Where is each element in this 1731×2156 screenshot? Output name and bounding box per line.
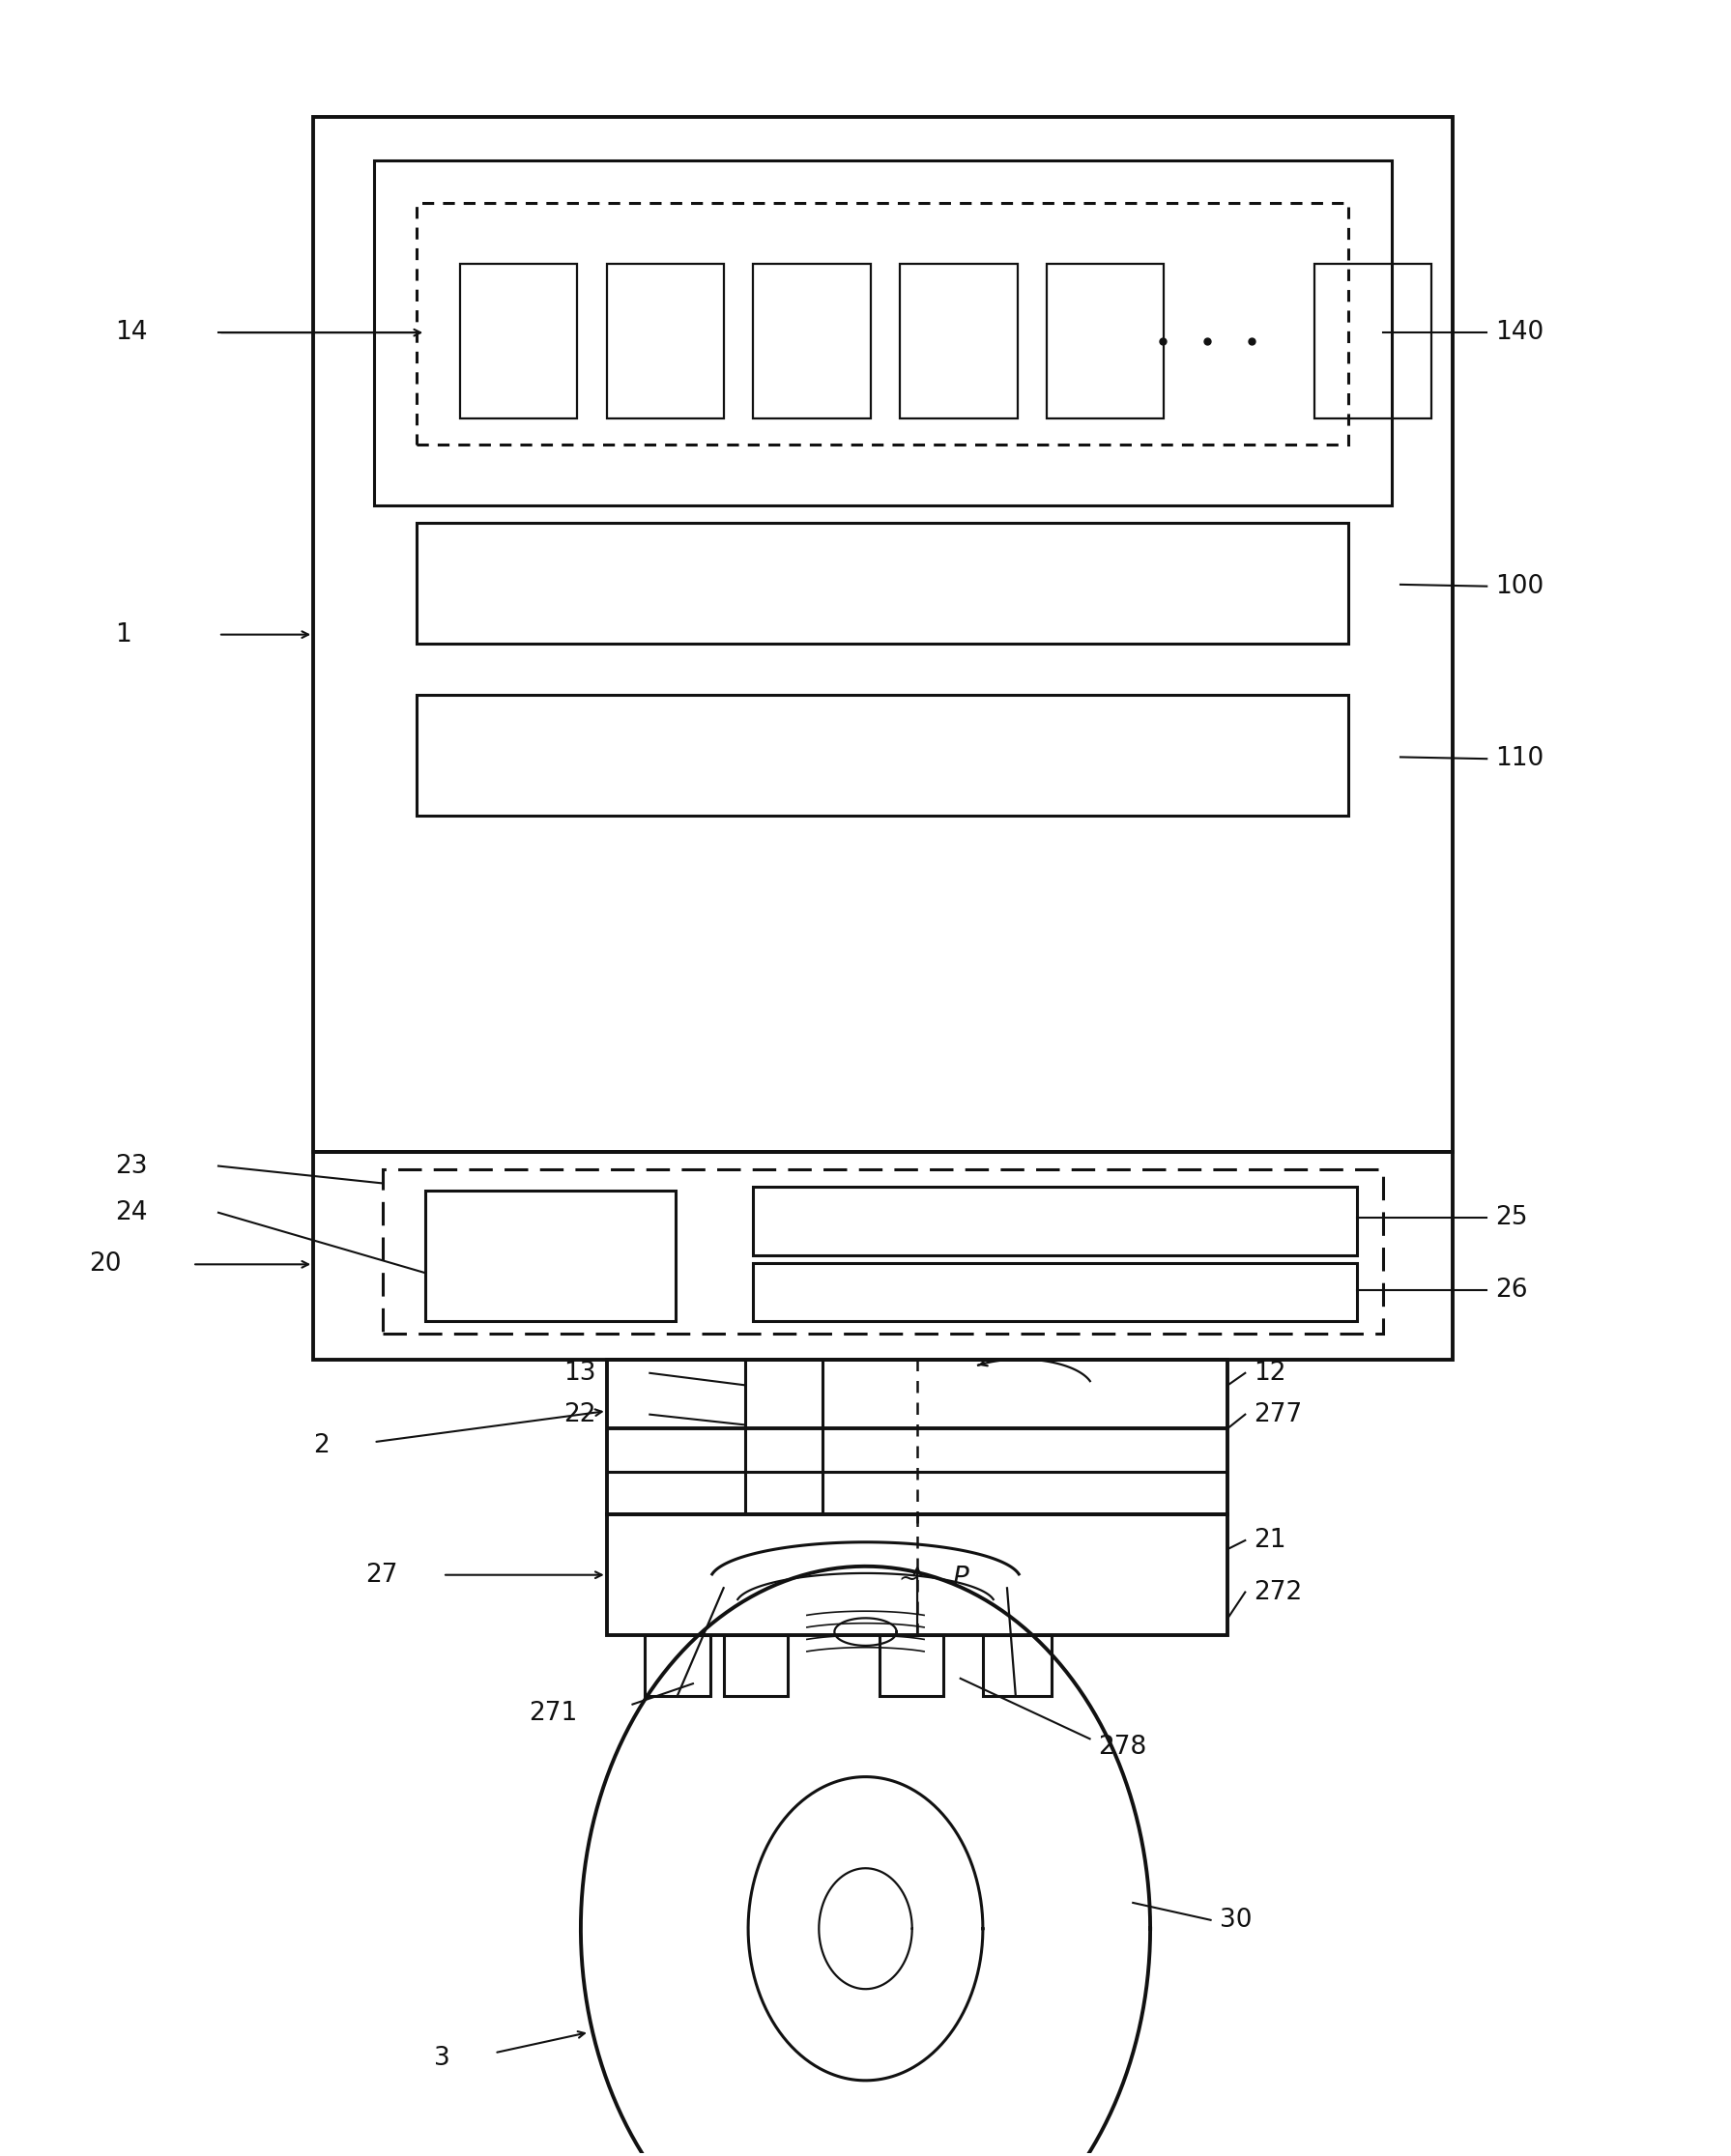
Text: 20: 20	[88, 1253, 121, 1276]
Text: 277: 277	[1253, 1401, 1302, 1427]
Bar	[313, 116, 1452, 1151]
Bar	[724, 1634, 788, 1697]
Text: 22: 22	[564, 1401, 595, 1427]
Text: 2: 2	[313, 1434, 329, 1457]
Text: 271: 271	[530, 1701, 578, 1725]
Bar	[753, 1263, 1357, 1322]
Text: ~: ~	[898, 1567, 919, 1589]
Bar	[644, 1634, 710, 1697]
Bar	[313, 1151, 1452, 1358]
Bar	[383, 1169, 1383, 1332]
Text: 23: 23	[114, 1153, 147, 1179]
Text: 110: 110	[1496, 746, 1544, 772]
Text: 140: 140	[1496, 319, 1544, 345]
Bar	[606, 263, 724, 418]
Bar	[1047, 263, 1163, 418]
Text: 272: 272	[1253, 1580, 1302, 1604]
Bar	[460, 263, 578, 418]
Text: 12: 12	[1253, 1360, 1286, 1386]
Text: 27: 27	[365, 1563, 398, 1587]
Text: 26: 26	[1496, 1279, 1528, 1302]
Bar	[417, 203, 1348, 444]
Bar	[417, 694, 1348, 815]
Bar	[753, 1186, 1357, 1255]
Text: 25: 25	[1496, 1205, 1528, 1231]
Text: 278: 278	[1099, 1736, 1148, 1759]
Bar	[1314, 263, 1432, 418]
Text: 30: 30	[1219, 1908, 1252, 1932]
Bar	[900, 263, 1018, 418]
Bar	[879, 1634, 943, 1697]
Bar	[753, 263, 871, 418]
Bar	[983, 1634, 1052, 1697]
Text: 13: 13	[564, 1360, 595, 1386]
Bar	[606, 1358, 1227, 1514]
Bar	[417, 522, 1348, 642]
Text: P: P	[952, 1565, 969, 1591]
Bar	[374, 160, 1392, 505]
Text: 100: 100	[1496, 573, 1544, 599]
Text: 24: 24	[114, 1201, 147, 1225]
Text: 21: 21	[1253, 1529, 1286, 1552]
Bar	[606, 1514, 1227, 1634]
Text: 14: 14	[114, 319, 147, 345]
Bar	[426, 1190, 675, 1322]
Text: 3: 3	[434, 2046, 450, 2070]
Text: 1: 1	[114, 621, 132, 647]
